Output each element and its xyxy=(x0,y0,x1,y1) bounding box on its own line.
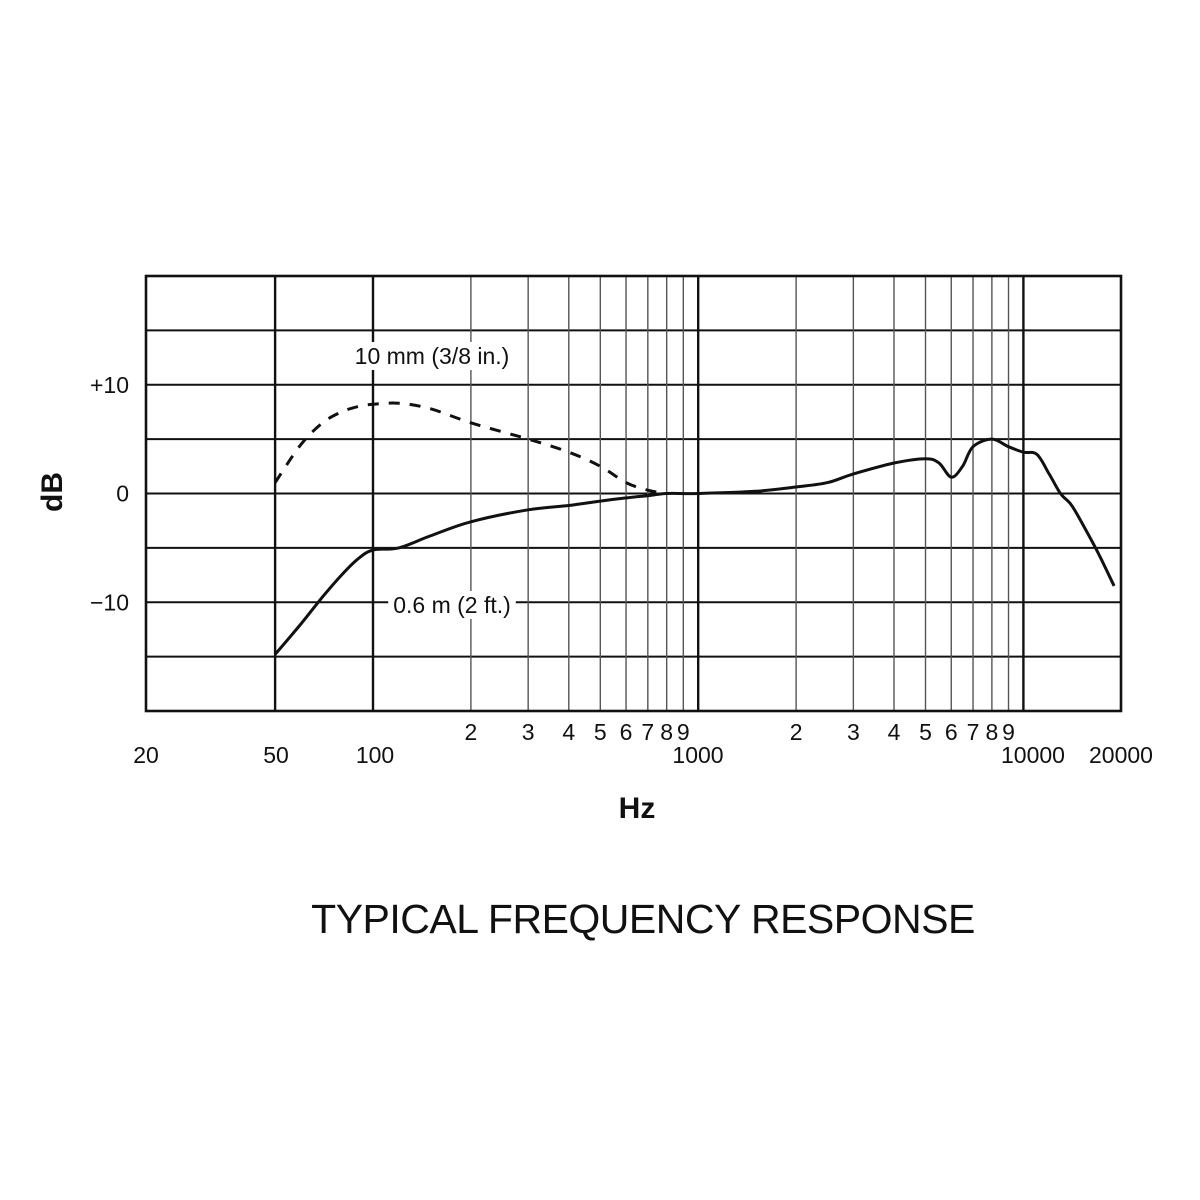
y-tick-label: +10 xyxy=(90,372,129,398)
series-label-0-6m: 0.6 m (2 ft.) xyxy=(393,592,511,618)
series-label-10mm: 10 mm (3/8 in.) xyxy=(355,343,510,369)
x-tick-label: 8 xyxy=(660,719,673,745)
series-line-0-6m xyxy=(273,437,1116,656)
series-label-backgrounds xyxy=(349,342,516,619)
x-tick-label: 9 xyxy=(1002,719,1015,745)
x-tick-label: 7 xyxy=(641,719,654,745)
x-tick-label: 7 xyxy=(967,719,980,745)
x-tick-label: 50 xyxy=(263,742,289,768)
plot-frame xyxy=(144,274,1123,713)
x-tick-label: 9 xyxy=(677,719,690,745)
x-tick-label: 20 xyxy=(133,742,159,768)
series-line-10mm xyxy=(273,401,667,495)
x-tick-label: 2 xyxy=(790,719,803,745)
x-tick-label: 20000 xyxy=(1089,742,1153,768)
x-tick-label: 6 xyxy=(620,719,633,745)
x-tick-label: 1000 xyxy=(672,742,723,768)
y-tick-label: −10 xyxy=(90,589,129,615)
x-tick-label: 8 xyxy=(985,719,998,745)
x-tick-label: 4 xyxy=(888,719,901,745)
y-axis-title: dB xyxy=(36,472,69,512)
x-tick-label: 3 xyxy=(522,719,535,745)
grid-layer xyxy=(144,274,1123,713)
x-tick-label: 6 xyxy=(945,719,958,745)
x-tick-label: 2 xyxy=(464,719,477,745)
y-tick-label: 0 xyxy=(116,481,129,507)
series-layer xyxy=(273,401,1116,656)
series-label-background xyxy=(388,591,516,619)
x-axis-title: Hz xyxy=(619,792,656,825)
x-tick-label: 10000 xyxy=(1001,742,1065,768)
x-tick-label: 5 xyxy=(594,719,607,745)
x-tick-label: 100 xyxy=(356,742,394,768)
x-tick-label: 4 xyxy=(562,719,575,745)
chart-title: TYPICAL FREQUENCY RESPONSE xyxy=(311,896,975,942)
series-label-background xyxy=(349,342,515,370)
x-tick-label: 3 xyxy=(847,719,860,745)
x-tick-label: 5 xyxy=(919,719,932,745)
